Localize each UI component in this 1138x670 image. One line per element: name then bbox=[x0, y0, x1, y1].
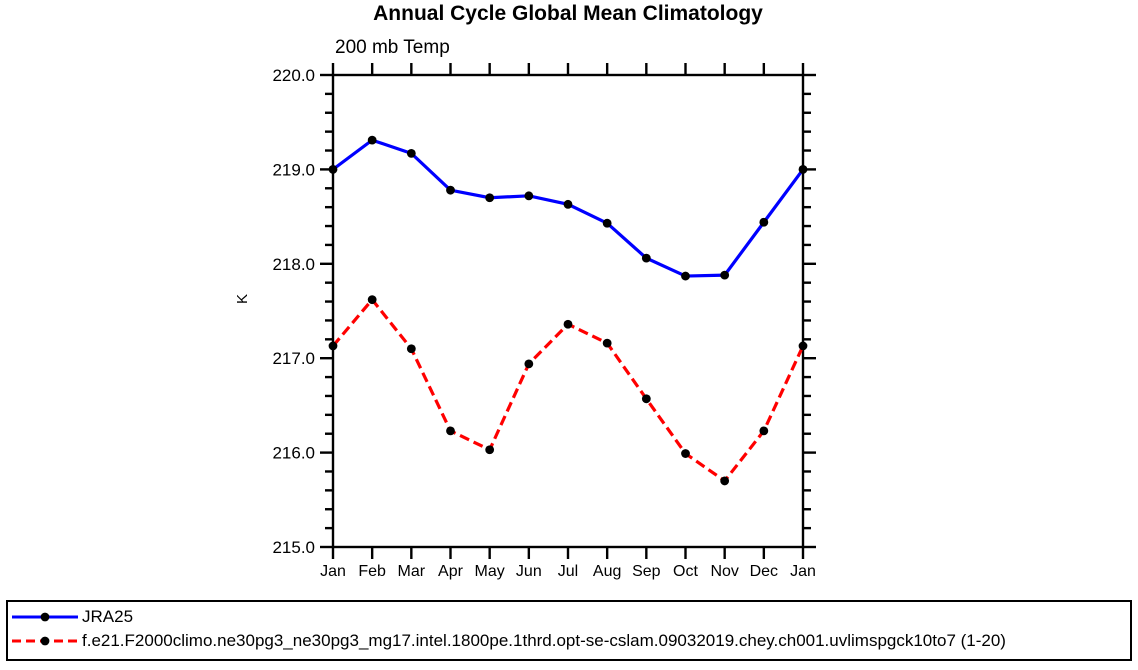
y-tick-label: 219.0 bbox=[272, 160, 315, 179]
data-point-marker bbox=[524, 191, 534, 201]
x-tick-label: Aug bbox=[593, 563, 621, 580]
y-axis-ticks-and-labels: 215.0 216.0 217.0 218.0 219.0 220.0 bbox=[272, 66, 816, 557]
data-point-marker bbox=[681, 271, 690, 281]
data-point-marker bbox=[641, 253, 651, 263]
data-point-marker bbox=[367, 295, 377, 305]
x-axis-ticks-and-labels: Jan Feb Mar Apr May Jun Jul Aug Sep Oct Nov Dec Jan bbox=[320, 63, 816, 580]
x-tick-label: Mar bbox=[398, 563, 426, 580]
x-tick-label: Jul bbox=[558, 563, 578, 580]
data-point-marker bbox=[406, 344, 416, 354]
y-tick-label: 216.0 bbox=[272, 444, 315, 463]
x-tick-label: Apr bbox=[438, 563, 464, 580]
x-tick-label: Dec bbox=[750, 563, 778, 580]
data-point-marker bbox=[446, 185, 455, 195]
chart-title: Annual Cycle Global Mean Climatology bbox=[373, 2, 763, 25]
data-point-marker bbox=[602, 338, 612, 348]
x-tick-label: Jan bbox=[790, 563, 816, 580]
x-tick-label: Feb bbox=[358, 563, 386, 580]
data-point-marker bbox=[563, 319, 573, 329]
x-tick-label: Oct bbox=[673, 563, 698, 580]
y-tick-label: 215.0 bbox=[272, 538, 315, 557]
data-point-marker bbox=[798, 165, 808, 174]
legend-sample-svg bbox=[12, 612, 78, 622]
x-tick-label: Jan bbox=[320, 563, 346, 580]
data-point-marker bbox=[485, 445, 495, 455]
chart-subtitle: 200 mb Temp bbox=[335, 37, 450, 58]
series-markers-0 bbox=[328, 135, 808, 281]
legend-item-jra25: JRA25 bbox=[10, 605, 133, 629]
data-point-marker bbox=[446, 426, 455, 436]
data-point-marker bbox=[367, 135, 377, 145]
x-tick-label: May bbox=[475, 563, 505, 580]
data-point-marker bbox=[759, 426, 769, 436]
data-point-marker bbox=[720, 476, 730, 486]
legend-line-sample-dashed-red bbox=[10, 630, 80, 652]
data-point-marker bbox=[524, 359, 534, 369]
data-point-marker bbox=[720, 270, 730, 280]
legend-label-model-run: f.e21.F2000climo.ne30pg3_ne30pg3_mg17.in… bbox=[82, 631, 1006, 650]
legend-sample-marker bbox=[40, 612, 50, 622]
series-markers-1 bbox=[328, 295, 808, 486]
y-tick-label: 220.0 bbox=[272, 66, 315, 85]
legend-sample-marker bbox=[40, 636, 50, 646]
x-tick-label: Nov bbox=[710, 563, 738, 580]
data-point-marker bbox=[328, 341, 338, 351]
x-tick-label: Sep bbox=[632, 563, 661, 580]
line-chart-plot-area: Jan Feb Mar Apr May Jun Jul Aug Sep Oct Nov Dec Jan 2… bbox=[272, 63, 816, 580]
legend-sample-svg bbox=[12, 636, 78, 646]
legend-item-model-run: f.e21.F2000climo.ne30pg3_ne30pg3_mg17.in… bbox=[10, 629, 1006, 653]
plot-border bbox=[331, 73, 805, 549]
data-point-marker bbox=[328, 165, 338, 174]
legend-label-jra25: JRA25 bbox=[82, 607, 134, 626]
data-point-marker bbox=[485, 193, 495, 203]
data-point-marker bbox=[563, 199, 573, 209]
legend-line-sample-solid-blue bbox=[10, 606, 80, 628]
data-point-marker bbox=[759, 217, 769, 227]
y-tick-label: 218.0 bbox=[272, 255, 315, 274]
data-point-marker bbox=[681, 449, 690, 458]
x-tick-label: Jun bbox=[516, 563, 542, 580]
y-tick-label: 217.0 bbox=[272, 349, 315, 368]
legend-box: JRA25 f.e21.F2000climo.ne30pg3_ne30pg3_m… bbox=[6, 600, 1132, 661]
data-point-marker bbox=[798, 341, 808, 351]
data-point-marker bbox=[641, 394, 651, 404]
data-point-marker bbox=[406, 148, 416, 158]
data-point-marker bbox=[602, 218, 612, 228]
